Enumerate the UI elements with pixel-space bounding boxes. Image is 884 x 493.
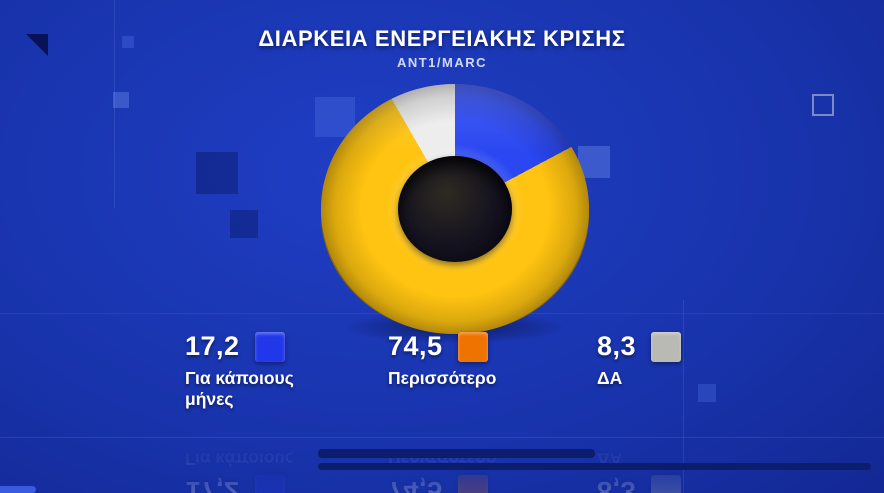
legend-label: Για κάποιους μήνες <box>185 368 294 409</box>
legend-item-months: 17,2 Για κάποιους μήνες <box>185 331 395 409</box>
legend-item-da: 8,3 ΔΑ <box>597 331 807 389</box>
donut-chart-area <box>321 84 589 344</box>
source-label: ANT1/MARC <box>396 55 488 70</box>
bottom-bar-accent <box>0 486 36 493</box>
deco-square <box>230 210 258 238</box>
donut-hole <box>398 156 512 262</box>
deco-square <box>315 97 355 137</box>
legend-label: Περισσότερο <box>388 368 497 388</box>
deco-square <box>196 152 238 194</box>
deco-square <box>122 36 134 48</box>
legend-label: ΔΑ <box>597 368 623 388</box>
deco-square <box>113 92 129 108</box>
bottom-bar-short <box>318 449 595 458</box>
legend-value: 17,2 <box>185 331 240 361</box>
legend-row: 17,2 <box>185 331 395 362</box>
legend-value: 74,5 <box>388 331 443 361</box>
legend-swatch-gray <box>651 331 682 362</box>
grid-line-vertical-left <box>114 0 115 208</box>
legend-swatch-blue <box>254 331 285 362</box>
grid-line-horizontal-bottom <box>0 437 884 438</box>
legend-row: 8,3 <box>597 331 807 362</box>
legend-item-more: 74,5 Περισσότερο <box>388 331 598 389</box>
legend-value: 8,3 <box>597 331 637 361</box>
deco-square-outline <box>812 94 834 116</box>
legend-swatch-orange <box>457 331 488 362</box>
legend-row: 74,5 <box>388 331 598 362</box>
chart-legend: 17,2 Για κάποιους μήνες 74,5 Περισσότερο… <box>0 331 884 417</box>
bottom-bar-long <box>318 463 871 470</box>
deco-square <box>698 384 716 402</box>
grid-line-vertical-right <box>683 300 684 493</box>
page-title: ΔΙΑΡΚΕΙΑ ΕΝΕΡΓΕΙΑΚΗΣ ΚΡΙΣΗΣ <box>258 26 626 51</box>
